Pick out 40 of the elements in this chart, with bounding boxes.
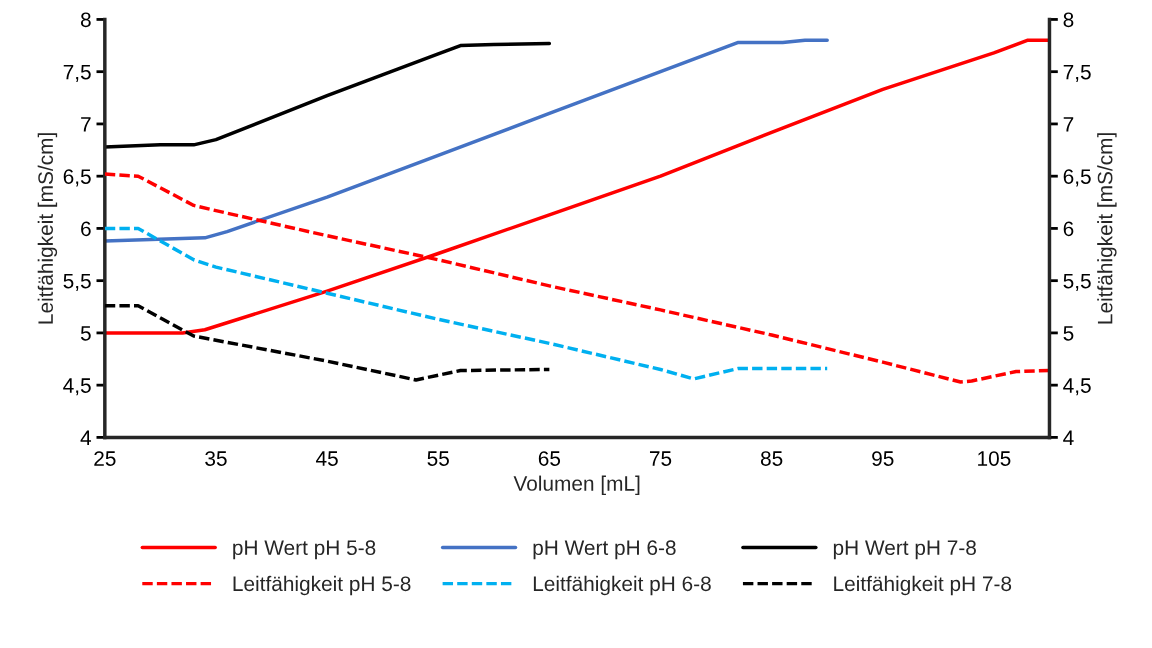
y2-tick-label: 8 bbox=[1063, 12, 1074, 28]
y-tick-label: 5,5 bbox=[63, 273, 91, 291]
legend-label: Leitfähigkeit pH 6-8 bbox=[533, 575, 711, 596]
y2-tick-label: 4 bbox=[1063, 430, 1074, 445]
x-tick-label: 105 bbox=[978, 451, 1011, 466]
y2-tick-label: 5 bbox=[1063, 326, 1074, 341]
y-tick-label: 4,5 bbox=[63, 378, 91, 396]
line-series bbox=[104, 226, 829, 381]
legend-label: Leitfähigkeit pH 7-8 bbox=[834, 575, 1012, 596]
line-series bbox=[104, 41, 552, 149]
legend-label: Leitfähigkeit pH 5-8 bbox=[233, 575, 411, 596]
legend-label: pH Wert pH 5-8 bbox=[233, 540, 376, 560]
y2-tick-label: 6 bbox=[1063, 221, 1074, 237]
x-tick-label: 75 bbox=[649, 451, 672, 466]
line-series bbox=[104, 38, 829, 243]
x-tick-label: 65 bbox=[538, 451, 561, 466]
y2-tick-label: 4,5 bbox=[1063, 378, 1091, 396]
legend-label: pH Wert pH 7-8 bbox=[833, 540, 976, 560]
y-tick-label: 6 bbox=[81, 221, 91, 237]
x-tick-label: 25 bbox=[94, 451, 116, 466]
y-tick-label: 7,5 bbox=[63, 64, 91, 82]
y2-tick-label: 5,5 bbox=[1063, 273, 1091, 291]
x-tick-label: 35 bbox=[205, 451, 227, 466]
x-tick-label: 95 bbox=[872, 451, 894, 466]
x-tick-label: 45 bbox=[315, 451, 338, 466]
x-tick-label: 85 bbox=[760, 451, 783, 466]
y2-tick-label: 7 bbox=[1063, 117, 1074, 132]
line-series bbox=[104, 304, 552, 382]
y2-axis-title: Leitfähigkeit [mS/cm] bbox=[1097, 133, 1117, 324]
y2-tick-label: 7,5 bbox=[1063, 64, 1091, 82]
legend-label: pH Wert pH 6-8 bbox=[533, 540, 676, 560]
y-tick-label: 5 bbox=[80, 326, 91, 341]
y2-tick-label: 6,5 bbox=[1063, 169, 1091, 187]
y-axis-title: Leitfähigkeit [mS/cm] bbox=[37, 133, 58, 324]
y-tick-label: 8 bbox=[80, 12, 91, 28]
y-tick-label: 7 bbox=[81, 117, 91, 132]
y-tick-label: 6,5 bbox=[63, 169, 91, 187]
y-tick-label: 4 bbox=[80, 430, 92, 445]
x-tick-label: 55 bbox=[427, 451, 449, 466]
x-axis-title: Volumen [mL] bbox=[513, 475, 640, 495]
